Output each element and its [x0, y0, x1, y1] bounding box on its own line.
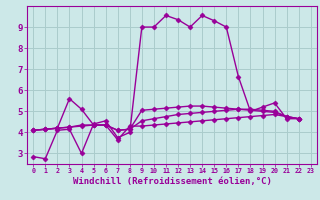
X-axis label: Windchill (Refroidissement éolien,°C): Windchill (Refroidissement éolien,°C): [73, 177, 271, 186]
